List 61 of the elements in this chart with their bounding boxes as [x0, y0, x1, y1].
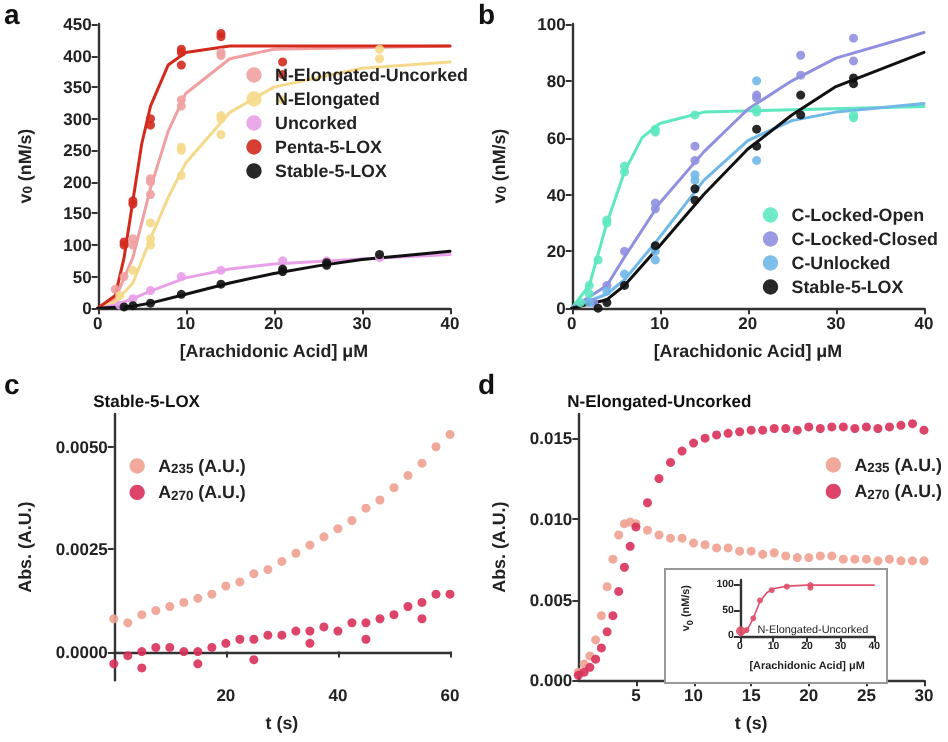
y-tick-label: 80: [546, 70, 567, 91]
y-tick-label: 250: [63, 140, 93, 161]
y-tick-label: 0.005: [529, 589, 573, 610]
legend-label: Penta-5-LOX: [275, 137, 383, 157]
x-tick-label: 20: [738, 313, 758, 334]
text: b: [478, 0, 496, 30]
x-tick-label: 30: [914, 685, 934, 706]
legend-label: C-Unlocked: [791, 253, 891, 273]
y-tick-label: 0: [556, 298, 567, 319]
x-tick-label: 10: [684, 685, 704, 706]
y-tick-label: 450: [63, 14, 93, 34]
x-tick-label: 10: [176, 313, 196, 334]
y-tick-label: 300: [63, 108, 93, 129]
y-tick-label: 50: [72, 266, 93, 287]
text: a: [4, 0, 20, 30]
legend-label: Stable-5-LOX: [275, 161, 387, 181]
x-tick-label: 60: [440, 685, 460, 706]
x-axis-title: t (s): [734, 713, 768, 733]
legend-label: N-Elongated-Uncorked: [275, 65, 469, 85]
y-tick-label: 0.0000: [55, 641, 109, 662]
legend-label: C-Locked-Open: [791, 205, 925, 225]
y-tick-label: 350: [63, 77, 93, 98]
x-tick-label: 40: [440, 313, 460, 334]
chart-title: Stable-5-LOX: [93, 391, 201, 411]
y-tick-label: 0.0050: [55, 436, 109, 457]
x-tick-label: 5: [631, 685, 642, 706]
x-axis-title: [Arachidonic Acid] μM: [179, 341, 369, 361]
x-axis-title: t (s): [265, 713, 299, 733]
chart-title: N-Elongated-Uncorked: [567, 391, 752, 411]
x-tick-label: 30: [826, 313, 846, 334]
y-tick-label: 0.010: [529, 508, 573, 529]
y-tick-label: 20: [546, 241, 567, 262]
x-tick-label: 25: [856, 685, 877, 706]
y-tick-label: 0.0025: [55, 539, 109, 560]
x-tick-label: 10: [650, 313, 670, 334]
y-axis-title: Abs. (A.U.): [489, 501, 509, 593]
x-tick-label: 40: [328, 685, 348, 706]
y-tick-label: 0.015: [529, 428, 573, 449]
x-tick-label: 30: [352, 313, 372, 334]
x-tick-label: 40: [914, 313, 934, 334]
y-tick-label: 150: [63, 203, 93, 224]
y-tick-label: 0.000: [529, 670, 573, 691]
y-tick-label: 0: [82, 298, 93, 319]
y-tick-label: 400: [63, 45, 93, 66]
legend-label: Uncorked: [275, 113, 358, 133]
x-tick-label: 20: [264, 313, 284, 334]
text: c: [4, 368, 20, 400]
y-tick-label: 200: [63, 171, 93, 192]
x-tick-label: 15: [741, 685, 762, 706]
x-axis-title: [Arachidonic Acid] μM: [653, 341, 843, 361]
y-axis-title: Abs. (A.U.): [15, 501, 35, 593]
legend-label: C-Locked-Closed: [791, 229, 939, 249]
y-tick-label: 100: [63, 235, 93, 256]
x-tick-label: 20: [216, 685, 236, 706]
y-tick-label: 60: [546, 127, 567, 148]
text: d: [478, 368, 496, 400]
legend-label: Stable-5-LOX: [791, 277, 904, 297]
x-tick-label: 20: [799, 685, 819, 706]
legend-label: N-Elongated: [275, 89, 380, 109]
y-tick-label: 40: [546, 184, 567, 205]
y-tick-label: 100: [537, 14, 567, 34]
